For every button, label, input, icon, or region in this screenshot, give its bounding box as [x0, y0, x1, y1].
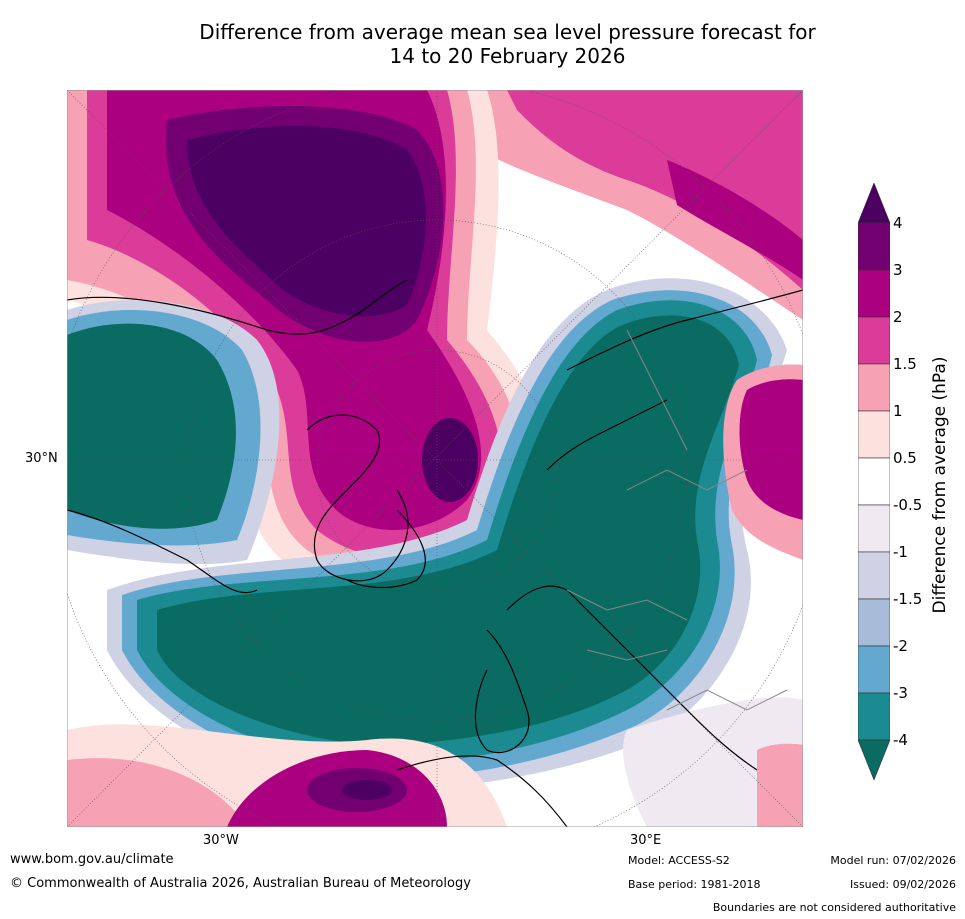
colorbar-extend-top [857, 182, 891, 224]
colorbar-tick: 1 [893, 402, 903, 420]
chart-title: Difference from average mean sea level p… [140, 20, 875, 68]
pressure-anomaly-map [67, 90, 803, 827]
colorbar-tick: -0.5 [893, 496, 923, 514]
lon-label-30w: 30°W [203, 833, 239, 848]
copyright: © Commonwealth of Australia 2026, Austra… [10, 876, 471, 891]
colorbar-tick: 0.5 [893, 449, 917, 467]
website-link[interactable]: www.bom.gov.au/climate [10, 852, 174, 867]
colorbar [857, 182, 891, 781]
anomaly-positive-greenland-max [422, 418, 478, 502]
colorbar-extend-bottom [857, 739, 891, 781]
colorbar-band-2 [857, 269, 891, 318]
colorbar-tick: -4 [893, 731, 908, 749]
title-line-2: 14 to 20 February 2026 [389, 44, 626, 68]
anomaly-negative-europe-core [157, 315, 739, 745]
colorbar-band-4 [857, 363, 891, 412]
colorbar-tick: -2 [893, 637, 908, 655]
colorbar-tick: 1.5 [893, 355, 917, 373]
colorbar-band-5 [857, 410, 891, 459]
colorbar-svg [857, 182, 891, 781]
colorbar-tick: 2 [893, 308, 903, 326]
country-borders [566, 329, 788, 711]
anomaly-positive-northeast-core [667, 160, 803, 280]
colorbar-band-8 [857, 551, 891, 600]
anomaly-positive-southeast [757, 743, 803, 827]
colorbar-label: Difference from average (hPa) [930, 356, 950, 614]
anomaly-negative-west-core [67, 323, 236, 529]
colorbar-band-3 [857, 316, 891, 365]
colorbar-tick: -3 [893, 684, 908, 702]
model-run: Model run: 07/02/2026 [830, 854, 956, 867]
anomaly-positive-arctic-max [187, 126, 426, 317]
colorbar-band-10 [857, 645, 891, 694]
boundary-disclaimer: Boundaries are not considered authoritat… [712, 901, 956, 914]
colorbar-band-1 [857, 222, 891, 271]
title-line-1: Difference from average mean sea level p… [199, 20, 816, 44]
anomaly-positive-northeast-strong [507, 90, 803, 290]
colorbar-tick: 3 [893, 261, 903, 279]
anomaly-positive-east-strong [739, 379, 803, 520]
colorbar-band-6 [857, 457, 891, 506]
colorbar-tick: 4 [893, 214, 903, 232]
map-svg [67, 90, 803, 827]
base-period: Base period: 1981-2018 [628, 878, 761, 891]
coastlines [67, 279, 803, 827]
anomaly-positive-south-peak [342, 780, 392, 800]
colorbar-tick: -1.5 [893, 590, 923, 608]
issued-date: Issued: 09/02/2026 [849, 878, 956, 891]
colorbar-tick: -1 [893, 543, 908, 561]
anomaly-positive-south [67, 758, 247, 827]
colorbar-band-9 [857, 598, 891, 647]
colorbar-band-11 [857, 692, 891, 741]
colorbar-band-7 [857, 504, 891, 553]
model-name: Model: ACCESS-S2 [628, 854, 730, 867]
lon-label-30e: 30°E [630, 833, 662, 848]
lat-label-30n: 30°N [25, 451, 58, 466]
